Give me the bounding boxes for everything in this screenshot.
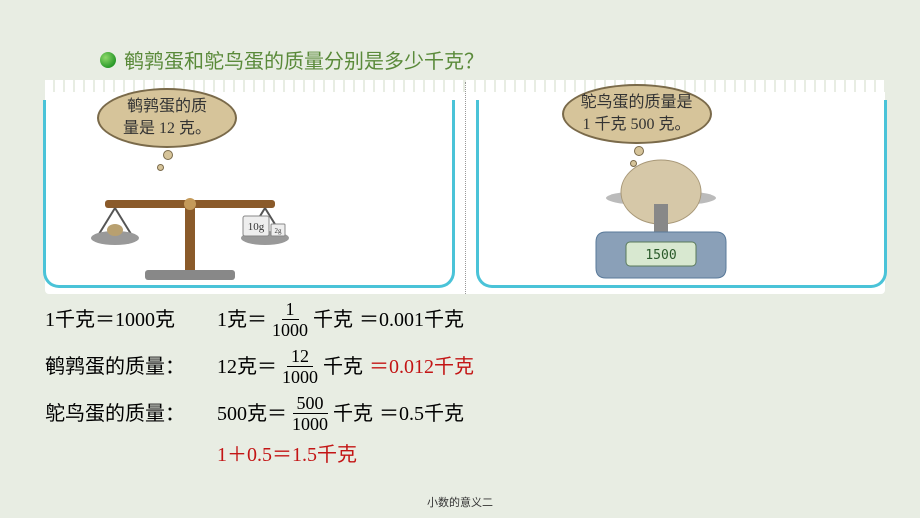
- torn-edge: [45, 80, 465, 92]
- math-row-2: 鹌鹑蛋的质量： 12克＝ 121000 千克 ＝0.012千克: [45, 347, 885, 386]
- speech-bubble-left: 鹌鹑蛋的质 量是 12 克。: [97, 88, 237, 148]
- math-row-3: 鸵鸟蛋的质量： 500克＝ 5001000 千克 ＝0.5千克: [45, 394, 885, 433]
- math-row-1: 1千克＝1000克 1克＝ 11000 千克 ＝0.001千克: [45, 300, 885, 339]
- svg-text:1500: 1500: [645, 248, 676, 263]
- row-result: ＝0.012千克: [369, 353, 474, 381]
- row-lead: 500克＝: [217, 400, 287, 428]
- bubble-tail: [157, 164, 164, 171]
- row-lead: 12克＝: [217, 353, 277, 381]
- right-panel: 鸵鸟蛋的质量是 1 千克 500 克。 1500: [465, 82, 886, 294]
- row-unit: 千克: [313, 306, 353, 334]
- row-label: 鹌鹑蛋的质量：: [45, 353, 217, 381]
- row-label: 鸵鸟蛋的质量：: [45, 400, 217, 428]
- svg-text:10g: 10g: [248, 221, 265, 233]
- question-title: 鹌鹑蛋和鸵鸟蛋的质量分别是多少千克？: [124, 45, 484, 74]
- fraction: 5001000: [292, 394, 328, 433]
- left-panel: 鹌鹑蛋的质 量是 12 克。 10g 2g: [45, 82, 465, 294]
- fraction: 11000: [272, 300, 308, 339]
- speech-bubble-right: 鸵鸟蛋的质量是 1 千克 500 克。: [562, 84, 712, 144]
- row-lead: 1＋0.5＝1.5千克: [217, 441, 357, 469]
- title-row: 鹌鹑蛋和鸵鸟蛋的质量分别是多少千克？: [100, 45, 885, 74]
- balance-scale-icon: 10g 2g: [85, 174, 295, 284]
- fraction: 121000: [282, 347, 318, 386]
- illustration-panels: 鹌鹑蛋的质 量是 12 克。 10g 2g: [45, 82, 885, 294]
- bubble-tail: [634, 146, 644, 156]
- row-unit: 千克: [323, 353, 363, 381]
- row-lead: 1克＝: [217, 306, 267, 334]
- digital-scale-icon: 1500: [566, 156, 756, 284]
- row-label: 1千克＝1000克: [45, 306, 217, 334]
- footer-text: 小数的意义二: [0, 494, 920, 510]
- bubble-tail: [163, 150, 173, 160]
- svg-text:2g: 2g: [275, 227, 283, 235]
- row-result: ＝0.001千克: [359, 306, 464, 334]
- row-unit: 千克: [333, 400, 373, 428]
- row-result: ＝0.5千克: [379, 400, 464, 428]
- math-row-4: 1＋0.5＝1.5千克: [45, 441, 885, 469]
- bullet-icon: [100, 52, 116, 68]
- math-block: 1千克＝1000克 1克＝ 11000 千克 ＝0.001千克 鹌鹑蛋的质量： …: [45, 300, 885, 469]
